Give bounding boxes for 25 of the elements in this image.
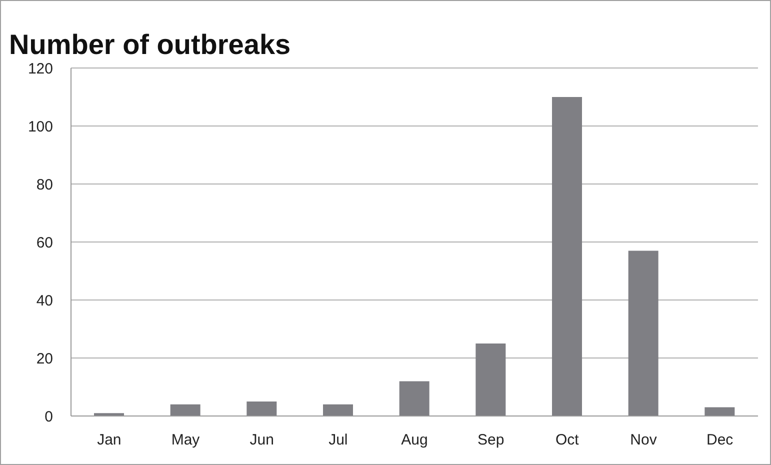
bar <box>628 250 658 416</box>
y-tick-label: 60 <box>36 234 53 252</box>
x-tick-label: Nov <box>630 432 658 449</box>
bar <box>170 404 200 416</box>
x-tick-label: Sep <box>477 432 504 449</box>
x-tick-label: Aug <box>401 432 428 449</box>
x-tick-label: Jun <box>250 432 274 449</box>
x-tick-label: Jul <box>328 432 348 449</box>
bar <box>323 404 353 416</box>
x-tick-label: Dec <box>706 432 734 449</box>
bar <box>246 402 277 416</box>
y-tick-label: 80 <box>36 176 53 194</box>
bar <box>399 381 430 416</box>
y-tick-label: 120 <box>28 60 53 78</box>
y-tick-label: 100 <box>28 118 53 136</box>
bar <box>704 407 735 416</box>
x-tick-label: Oct <box>555 432 580 449</box>
y-tick-label: 20 <box>36 350 53 368</box>
chart-title: Number of outbreaks <box>9 29 291 61</box>
bar <box>552 97 582 416</box>
y-tick-label: 0 <box>44 408 53 426</box>
y-tick-label: 40 <box>36 292 53 310</box>
x-tick-label: Jan <box>97 432 122 449</box>
bar <box>476 344 506 416</box>
x-tick-label: May <box>171 432 200 449</box>
